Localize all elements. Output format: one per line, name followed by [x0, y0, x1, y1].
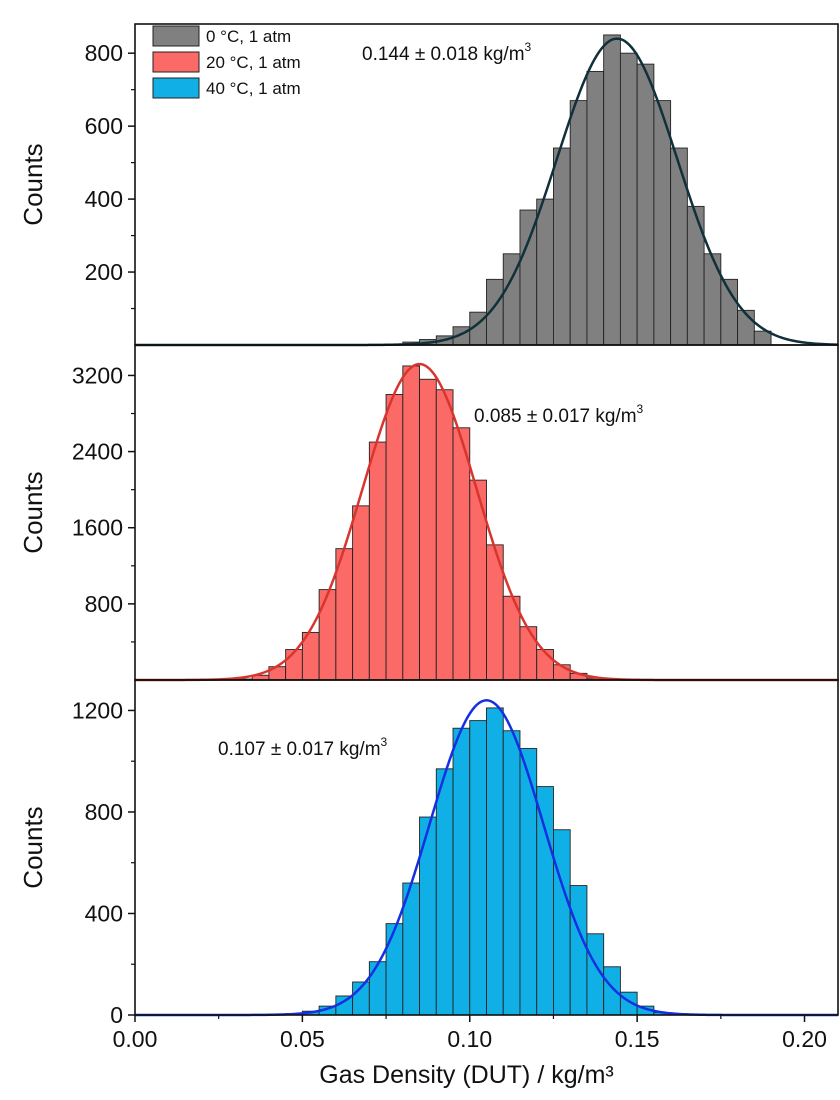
- histogram-bar: [368, 441, 387, 681]
- histogram-bar: [285, 649, 303, 681]
- x-tick-label: 0.10: [447, 1026, 492, 1052]
- x-tick-label: 0.20: [782, 1026, 827, 1052]
- histogram-panel-3: 0 400 800 1200 Counts 0.107 ± 0.017 kg/m3: [18, 679, 839, 1028]
- fit-annotation-main: 0.107 ± 0.017 kg/m: [218, 739, 381, 760]
- histogram-bar: [553, 147, 571, 346]
- legend-label: 40 °C, 1 atm: [206, 79, 301, 98]
- histogram-bar: [553, 829, 571, 1016]
- histogram-bar: [452, 427, 471, 681]
- x-tick-label: 0.15: [615, 1026, 660, 1052]
- y-tick-label: 1600: [72, 515, 123, 541]
- y-tick-label: 1200: [72, 697, 123, 723]
- y-tick-label: 800: [85, 40, 123, 66]
- x-axis: 0.00 0.05 0.10 0.15 0.20 Gas Density (DUT) / …: [113, 1015, 827, 1089]
- y-tick-label: 0: [110, 1002, 123, 1028]
- legend: 0 °C, 1 atm 20 °C, 1 atm 40 °C, 1 atm: [152, 25, 301, 99]
- legend-swatch: [152, 25, 200, 47]
- panel-frame: [134, 679, 839, 1016]
- histogram-bar: [569, 885, 588, 1016]
- fit-annotation-superscript: 3: [637, 402, 644, 416]
- histogram-bar: [385, 394, 404, 681]
- histogram-bar: [318, 589, 337, 681]
- fit-annotation: 0.107 ± 0.017 kg/m3: [218, 735, 388, 760]
- y-tick-label: 400: [85, 900, 123, 926]
- histogram-bar: [603, 34, 621, 346]
- histogram-bar: [368, 961, 387, 1016]
- histogram-bar: [569, 100, 588, 346]
- histogram-bar: [653, 100, 672, 346]
- histogram-bar: [385, 923, 404, 1016]
- histogram-bar: [670, 147, 688, 346]
- y-axis-label: Counts: [18, 806, 48, 888]
- histogram-bar: [536, 786, 554, 1016]
- histogram-bar: [502, 730, 521, 1016]
- fit-annotation-superscript: 3: [525, 40, 532, 54]
- histogram-panel-1: 200 400 600 800 Counts 0.144 ± 0.018 kg/m3 0 °…: [18, 23, 839, 347]
- legend-swatch: [152, 77, 200, 99]
- y-tick-label: 2400: [72, 439, 123, 465]
- y-tick-label: 400: [85, 186, 123, 212]
- histogram-bar: [435, 389, 454, 681]
- histogram-bar: [469, 720, 487, 1016]
- histogram-bar: [435, 768, 454, 1016]
- histogram-bar: [586, 70, 605, 346]
- x-axis-label: Gas Density (DUT) / kg/m³: [319, 1061, 613, 1089]
- fit-annotation-superscript: 3: [381, 735, 388, 749]
- histogram-bar: [419, 378, 437, 681]
- y-axis-label: Counts: [18, 471, 48, 553]
- histogram-bar: [352, 505, 370, 681]
- histogram-bar: [636, 63, 655, 346]
- histogram-bar: [519, 748, 538, 1016]
- y-tick-label: 200: [85, 259, 123, 285]
- histogram-bar: [402, 365, 420, 681]
- histogram-bar: [452, 727, 471, 1016]
- histogram-bar: [536, 198, 554, 346]
- legend-swatch: [152, 51, 200, 73]
- histogram-bar: [603, 966, 621, 1016]
- fit-annotation-main: 0.144 ± 0.018 kg/m: [362, 44, 525, 65]
- histogram-bar: [519, 626, 538, 681]
- histogram-bar: [519, 209, 538, 346]
- y-tick-label: 800: [85, 591, 123, 617]
- fit-annotation-main: 0.085 ± 0.017 kg/m: [474, 406, 637, 427]
- histogram-bar: [536, 649, 554, 681]
- x-tick-label: 0.00: [113, 1026, 158, 1052]
- histogram-bar: [619, 52, 638, 346]
- x-tick-label: 0.05: [280, 1026, 325, 1052]
- y-tick-label: 800: [85, 799, 123, 825]
- y-axis-label: Counts: [18, 143, 48, 225]
- legend-label: 20 °C, 1 atm: [206, 53, 301, 72]
- y-tick-label: 600: [85, 113, 123, 139]
- legend-label: 0 °C, 1 atm: [206, 27, 291, 46]
- y-tick-label: 3200: [72, 362, 123, 388]
- fit-annotation: 0.144 ± 0.018 kg/m3: [362, 40, 532, 65]
- fit-annotation: 0.085 ± 0.017 kg/m3: [474, 402, 644, 427]
- histogram-bar: [486, 707, 504, 1016]
- histogram-panel-2: 800 1600 2400 3200 Counts 0.085 ± 0.017 kg/m3: [18, 344, 839, 682]
